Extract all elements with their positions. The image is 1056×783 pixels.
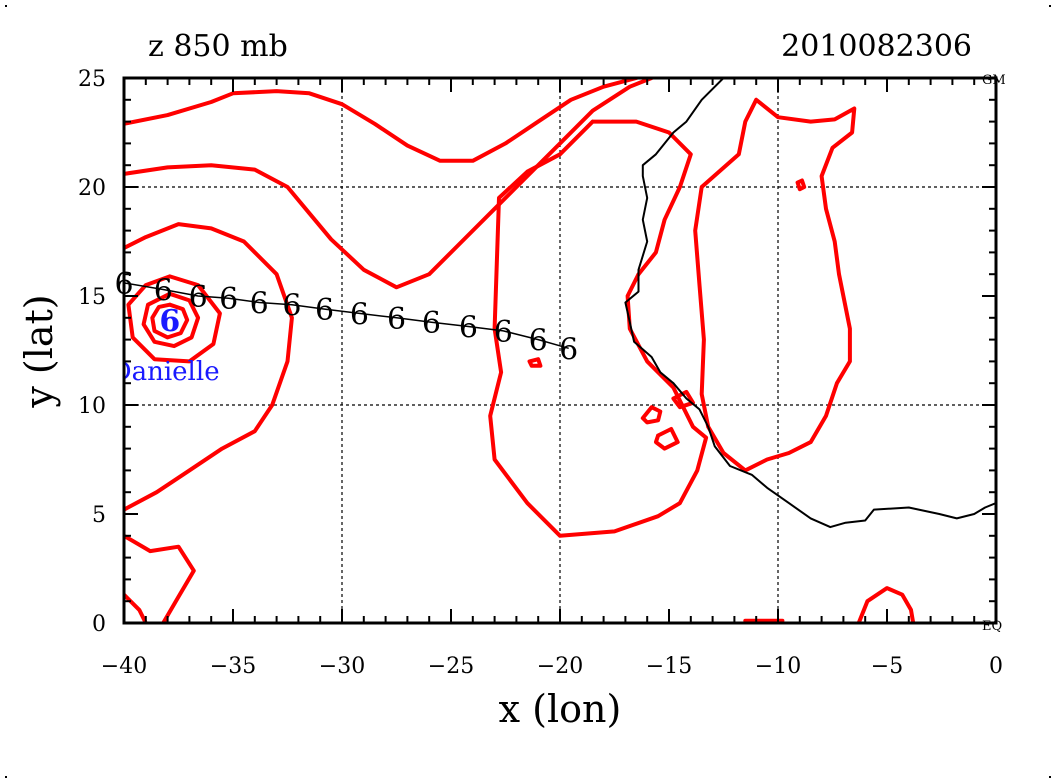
y-axis-label: y (lat)	[17, 294, 61, 408]
track-symbol: 6	[494, 315, 513, 350]
x-tick-label: −25	[428, 654, 474, 679]
y-tick-label: 5	[92, 503, 106, 528]
contour-line	[150, 302, 190, 340]
track-symbol: 6	[250, 287, 269, 322]
track-symbol: 6	[350, 297, 369, 332]
y-tick-label: 25	[78, 67, 106, 92]
axis-ticks: −40 −35 −30 −25 −20 −15 −10 −5 0 0 5 10 15 20 25	[78, 67, 1003, 679]
contour-line	[653, 427, 680, 451]
coastline-path	[624, 78, 996, 529]
corner-label-top: GM	[982, 73, 1006, 88]
contour-line	[693, 97, 857, 473]
grid-lines	[124, 78, 996, 623]
x-tick-label: −5	[871, 654, 903, 679]
coastline	[624, 78, 996, 529]
track-symbol: 6	[559, 332, 578, 367]
contour-lines	[124, 78, 916, 623]
y-tick-label: 10	[78, 394, 106, 419]
x-tick-label: −20	[537, 654, 583, 679]
x-tick-label: −10	[755, 654, 801, 679]
track-symbol: 6	[189, 280, 208, 315]
x-tick-label: −35	[210, 654, 256, 679]
contour-line	[795, 178, 807, 192]
axis-labels: z 850 mb 2010082306 x (lon) y (lat) GM E…	[17, 29, 1006, 731]
track-symbol: 6	[315, 293, 334, 328]
x-tick-label: 0	[989, 654, 1003, 679]
x-tick-label: −30	[319, 654, 365, 679]
chart-date: 2010082306	[781, 29, 972, 64]
corner-dot	[1049, 5, 1051, 7]
track-symbol: 6	[387, 302, 406, 337]
contour-line	[124, 533, 196, 623]
track-symbol: 6	[154, 273, 173, 308]
contour-line	[488, 119, 709, 538]
contour-line	[124, 222, 294, 512]
storm-symbol: 6	[159, 304, 180, 339]
contour-line	[124, 592, 148, 623]
y-tick-label: 20	[78, 176, 106, 201]
y-tick-label: 15	[78, 285, 106, 310]
contour-line	[527, 357, 543, 368]
corner-dot	[1049, 776, 1051, 778]
chart-title: z 850 mb	[148, 29, 288, 64]
track-line	[123, 282, 569, 350]
contour-line	[640, 405, 663, 425]
contour-line	[124, 78, 654, 290]
corner-dot	[5, 776, 7, 778]
corner-dot	[5, 5, 7, 7]
corner-label-bottom: EQ	[982, 619, 1002, 634]
x-axis-label: x (lon)	[499, 687, 622, 731]
track-symbol: 6	[459, 311, 478, 346]
storm-marker: 6 Danielle	[111, 304, 220, 387]
contour-line	[126, 274, 222, 364]
contour-line	[141, 291, 201, 349]
x-tick-label: −15	[646, 654, 692, 679]
track-symbol: 6	[422, 306, 441, 341]
track-symbol: 6	[529, 324, 548, 359]
track-symbol: 6	[219, 282, 238, 317]
y-tick-label: 0	[92, 612, 106, 637]
track-symbol: 6	[282, 289, 301, 324]
x-tick-label: −40	[101, 654, 147, 679]
contour-line	[856, 586, 916, 623]
contour-line	[124, 78, 639, 163]
storm-name-label: Danielle	[111, 357, 220, 387]
